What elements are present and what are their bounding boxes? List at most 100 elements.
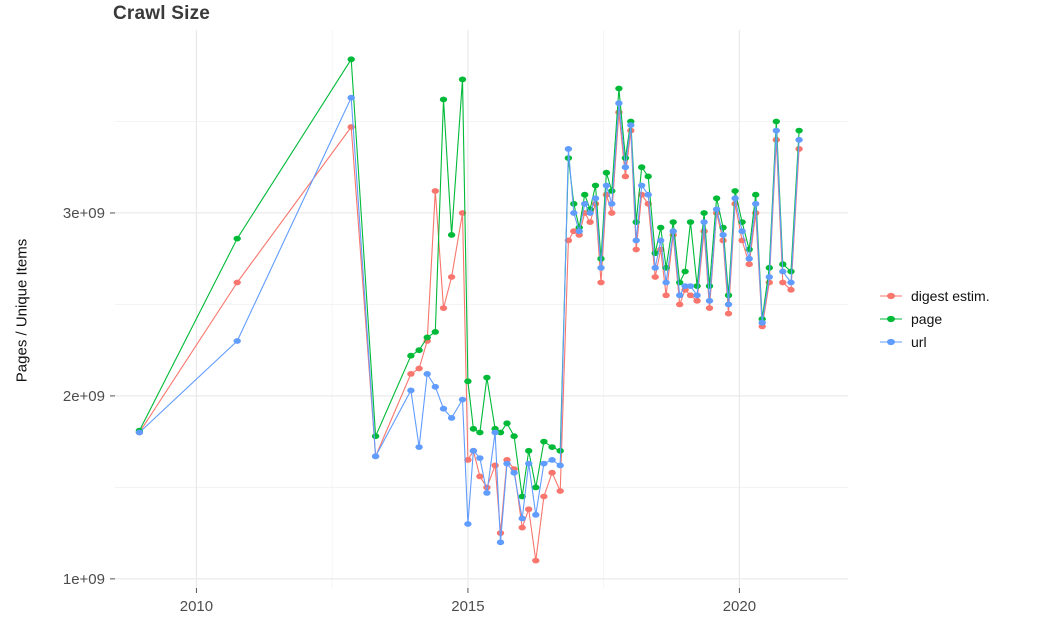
data-point [447, 415, 456, 421]
data-point [700, 219, 708, 226]
data-point [795, 136, 803, 143]
data-point [503, 460, 511, 467]
data-point [548, 469, 556, 476]
data-point [638, 182, 646, 189]
series-line-page [138, 58, 800, 498]
data-point [469, 425, 478, 432]
data-point [787, 268, 795, 275]
data-point [510, 469, 518, 476]
data-point [556, 488, 564, 494]
data-point [431, 383, 439, 390]
series-digest-estim [135, 109, 803, 564]
data-point [712, 195, 721, 202]
legend: digest estim. page url [878, 288, 990, 350]
data-point [602, 182, 611, 189]
data-point [615, 85, 623, 92]
data-point [423, 334, 431, 341]
data-point [476, 473, 484, 480]
data-point [371, 453, 380, 460]
data-point [705, 297, 714, 304]
data-point [669, 228, 677, 235]
data-point [447, 274, 456, 280]
data-point [787, 286, 795, 293]
data-point [787, 279, 795, 286]
legend-item-url: url [878, 334, 990, 350]
data-point [705, 283, 714, 289]
data-point [439, 305, 448, 311]
legend-key-page-icon [880, 315, 902, 323]
data-point [772, 127, 780, 134]
x-tick-label: 2020 [723, 598, 756, 615]
data-point [719, 232, 727, 238]
y-tick-label: 1e+09 [63, 571, 105, 588]
data-point [686, 219, 695, 226]
data-point [518, 524, 526, 531]
data-point [693, 292, 701, 299]
data-point [570, 210, 578, 216]
data-point [591, 195, 600, 202]
data-point [464, 378, 472, 385]
data-point [705, 305, 714, 311]
data-point [621, 164, 630, 171]
data-point [525, 460, 533, 467]
data-point [532, 557, 540, 564]
gridlines-minor [115, 30, 848, 588]
data-point [347, 94, 355, 101]
data-point [532, 484, 540, 491]
data-point [795, 127, 803, 134]
data-point [745, 261, 753, 268]
chart-title: Crawl Size [113, 3, 211, 24]
series-line-digest-estim [138, 111, 800, 562]
data-point [651, 264, 659, 271]
data-point [644, 191, 652, 198]
data-point [540, 460, 548, 467]
data-point [415, 347, 423, 354]
legend-key-url-icon [880, 338, 902, 346]
data-point [415, 444, 423, 450]
data-point [676, 301, 684, 308]
data-point [638, 191, 646, 198]
x-tick-label: 2015 [451, 598, 484, 615]
data-point [476, 429, 484, 436]
x-tick-label: 2010 [180, 598, 213, 615]
data-point [662, 279, 670, 286]
data-point [686, 283, 695, 289]
data-point [638, 164, 646, 171]
data-point [731, 188, 739, 194]
y-tick-label: 2e+09 [63, 388, 105, 405]
data-point [608, 210, 616, 216]
data-point [491, 462, 499, 469]
data-point [597, 264, 605, 271]
data-point [621, 173, 630, 180]
data-point [464, 457, 472, 463]
data-point [447, 232, 456, 238]
data-point [483, 374, 491, 381]
data-point [439, 96, 448, 103]
data-point [657, 237, 665, 244]
data-point [469, 447, 478, 454]
data-point [564, 146, 573, 152]
data-point [586, 210, 594, 216]
data-point [548, 457, 556, 463]
data-point [503, 420, 511, 427]
data-point [458, 76, 467, 83]
series-url [135, 94, 803, 546]
data-point [540, 438, 548, 445]
data-point [632, 237, 640, 244]
data-point [233, 338, 241, 344]
data-point [556, 462, 564, 469]
data-point [627, 122, 635, 128]
data-point [700, 210, 708, 216]
data-point [779, 268, 787, 275]
data-point [431, 329, 439, 335]
data-point [371, 433, 380, 440]
data-point [510, 433, 518, 440]
data-point [731, 195, 739, 202]
data-point [586, 219, 594, 226]
data-point [724, 310, 733, 317]
data-point [724, 301, 733, 308]
data-point [464, 521, 472, 527]
data-point [686, 292, 695, 299]
